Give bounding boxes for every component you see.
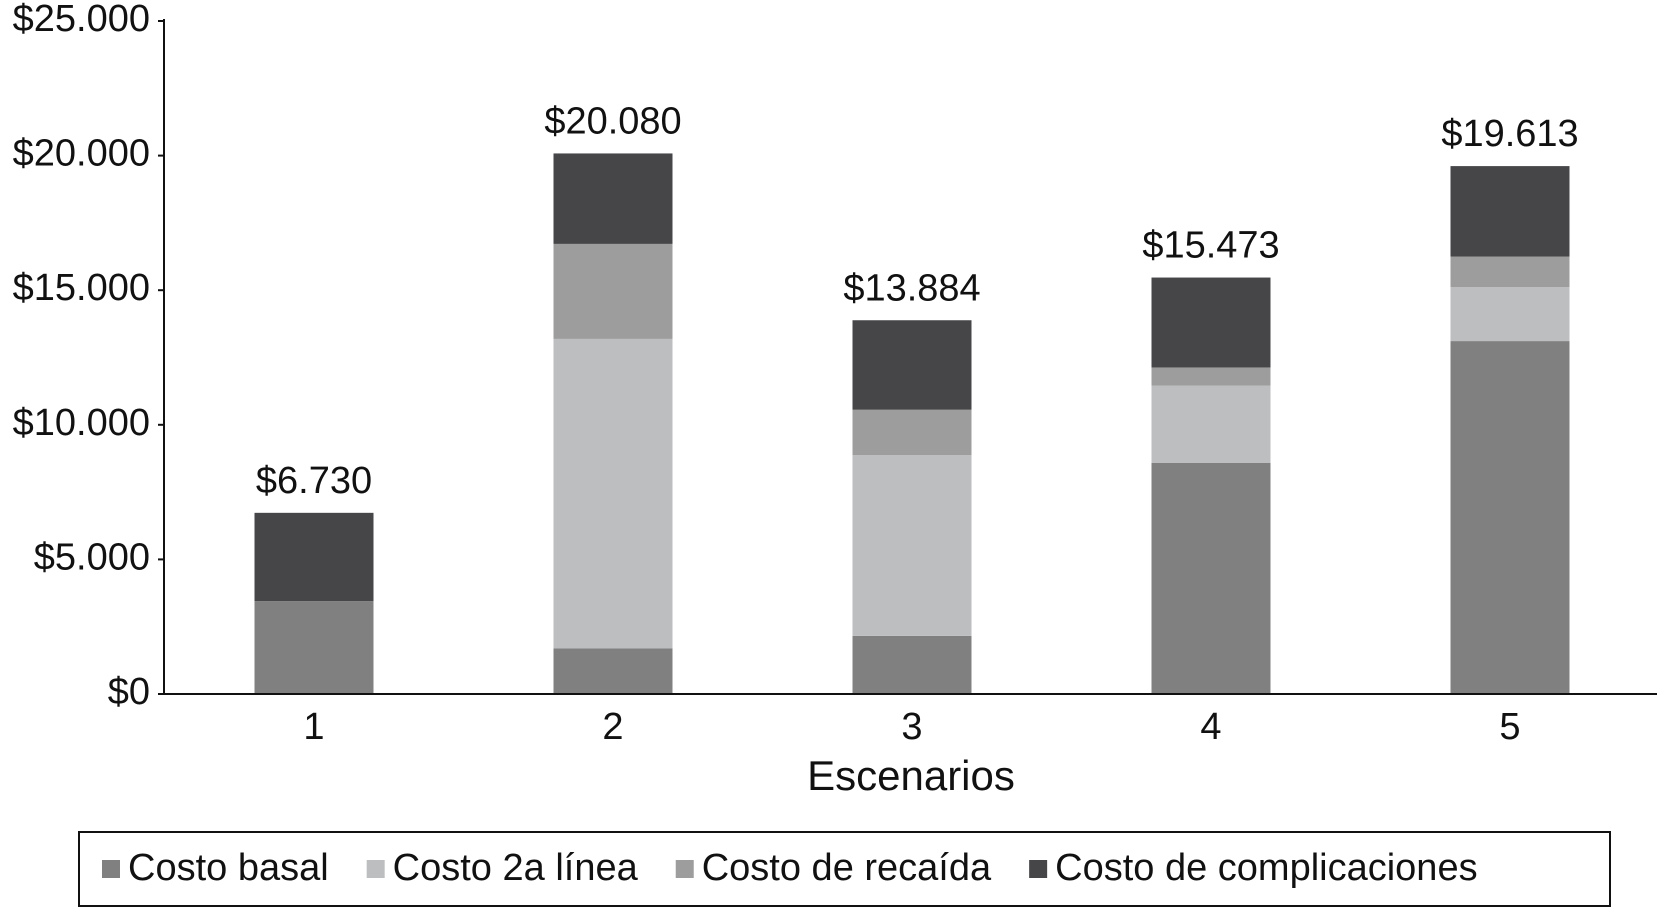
bar-segment — [1151, 462, 1271, 694]
bar-segment — [1450, 256, 1570, 288]
y-tick-label: $20.000 — [13, 133, 150, 175]
x-tick-label: 1 — [303, 706, 324, 748]
bar-segment — [1151, 367, 1271, 386]
bar-segment — [553, 338, 673, 649]
bar-segment — [254, 512, 374, 602]
y-tick-label: $0 — [108, 671, 150, 713]
legend-swatch — [366, 860, 385, 878]
x-tick-label: 2 — [602, 706, 623, 748]
bar-segment — [553, 648, 673, 694]
x-tick-label: 3 — [901, 706, 922, 748]
legend-label: Costo 2a línea — [393, 847, 639, 889]
legend-label: Costo de complicaciones — [1055, 847, 1477, 889]
legend-label: Costo de recaída — [702, 847, 992, 889]
total-label: $6.730 — [256, 460, 372, 502]
total-label: $19.613 — [1441, 113, 1578, 155]
total-label: $13.884 — [843, 267, 980, 309]
bar-segment — [852, 635, 972, 694]
bar-segment — [852, 320, 972, 410]
legend-label: Costo basal — [128, 847, 329, 889]
total-label: $20.080 — [544, 100, 681, 142]
total-label: $15.473 — [1142, 224, 1279, 266]
y-tick-label: $5.000 — [34, 536, 150, 578]
y-tick-label: $25.000 — [13, 0, 150, 40]
bar-segment — [1450, 166, 1570, 257]
bar-segment — [852, 455, 972, 636]
bar-segment — [1450, 341, 1570, 694]
bar-segment — [852, 409, 972, 456]
legend-swatch — [102, 860, 120, 878]
legend-swatch — [675, 860, 694, 878]
bar-segment — [1151, 277, 1271, 368]
legend-box — [78, 831, 1611, 907]
bar-segment — [1450, 287, 1570, 342]
x-axis-title: Escenarios — [807, 752, 1015, 799]
bar-segment — [1151, 385, 1271, 463]
x-tick-label: 4 — [1200, 706, 1221, 748]
x-tick-label: 5 — [1499, 706, 1520, 748]
bar-segment — [553, 153, 673, 244]
bar-segment — [254, 601, 374, 694]
y-tick-label: $15.000 — [13, 267, 150, 309]
legend-swatch — [1029, 860, 1048, 878]
bar-segment — [553, 243, 673, 339]
y-tick-label: $10.000 — [13, 402, 150, 444]
